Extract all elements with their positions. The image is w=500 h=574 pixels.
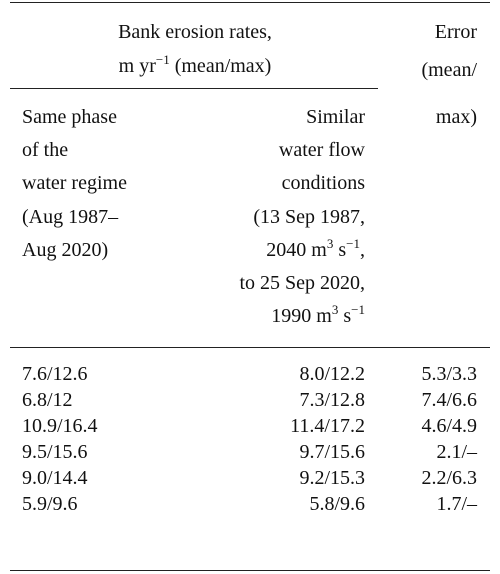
text-run: (Aug 1987– [22, 205, 119, 228]
superscript: 3 [326, 235, 334, 251]
text-run: Bank erosion rates, [118, 21, 272, 43]
table-cell: 7.4/6.6 [421, 389, 477, 411]
text-run: , [360, 238, 365, 261]
text-run: Same phase [22, 106, 117, 128]
top-rule [10, 2, 490, 3]
table-cell: 9.5/15.6 [22, 441, 88, 463]
header-line: (mean/ [421, 57, 477, 83]
table-cell: 1.7/– [436, 493, 477, 515]
subheader-line: Similar [306, 104, 365, 130]
text-run: s [333, 238, 347, 261]
header-rule [10, 347, 490, 348]
text-run: (mean/max) [169, 55, 272, 77]
table-cell: 5.9/9.6 [22, 493, 78, 515]
superscript: −1 [351, 302, 365, 318]
table-cell: 7.6/12.6 [22, 363, 88, 385]
table-cell: 6.8/12 [22, 389, 73, 411]
table-cell: 11.4/17.2 [290, 415, 365, 437]
subheader-line: water regime [22, 170, 127, 196]
subheader-line: conditions [282, 170, 365, 196]
table-cell: 9.2/15.3 [299, 467, 365, 489]
text-run: (13 Sep 1987, [253, 205, 365, 228]
superscript: 3 [331, 302, 339, 318]
header-line: m yr−1 (mean/max) [119, 53, 272, 79]
text-run: Error [434, 21, 477, 43]
text-run: of the [22, 139, 69, 162]
text-run: 2040 m [266, 238, 327, 261]
subheader-line: 2040 m3 s−1, [266, 237, 365, 263]
text-run: conditions [281, 172, 365, 195]
header-line: Error [435, 19, 477, 45]
table-cell: 2.1/– [436, 441, 477, 463]
subheader-line: 1990 m3 s−1 [271, 303, 365, 329]
superscript: −1 [155, 52, 170, 67]
text-run: s [338, 305, 352, 328]
text-run: m yr [118, 55, 156, 77]
bottom-rule [10, 570, 490, 571]
text-run: (mean/ [421, 59, 477, 81]
superscript: −1 [346, 235, 360, 251]
text-run: water regime [22, 172, 127, 195]
subheader-line: max) [436, 104, 477, 130]
subheader-line: (Aug 1987– [22, 204, 118, 230]
table-cell: 2.2/6.3 [421, 467, 477, 489]
text-run: 1990 m [271, 305, 332, 328]
span-rule [10, 88, 378, 89]
table-cell: 9.7/15.6 [299, 441, 365, 463]
subheader-line: Same phase [22, 104, 117, 130]
subheader-line: water flow [279, 137, 365, 163]
table-cell: 5.3/3.3 [421, 363, 477, 385]
text-run: Similar [306, 106, 365, 128]
table-cell: 7.3/12.8 [299, 389, 365, 411]
table-cell: 4.6/4.9 [421, 415, 477, 437]
table-cell: 5.8/9.6 [309, 493, 365, 515]
header-line: Bank erosion rates, [118, 19, 272, 45]
text-run: Aug 2020) [22, 238, 109, 261]
subheader-line: Aug 2020) [22, 237, 108, 263]
subheader-line: of the [22, 137, 68, 163]
subheader-line: (13 Sep 1987, [253, 204, 365, 230]
table-cell: 9.0/14.4 [22, 467, 88, 489]
text-run: to 25 Sep 2020, [239, 272, 365, 294]
table-cell: 10.9/16.4 [22, 415, 98, 437]
table-cell: 8.0/12.2 [299, 363, 365, 385]
subheader-line: to 25 Sep 2020, [239, 270, 365, 296]
text-run: max) [435, 106, 477, 128]
text-run: water flow [278, 139, 365, 162]
